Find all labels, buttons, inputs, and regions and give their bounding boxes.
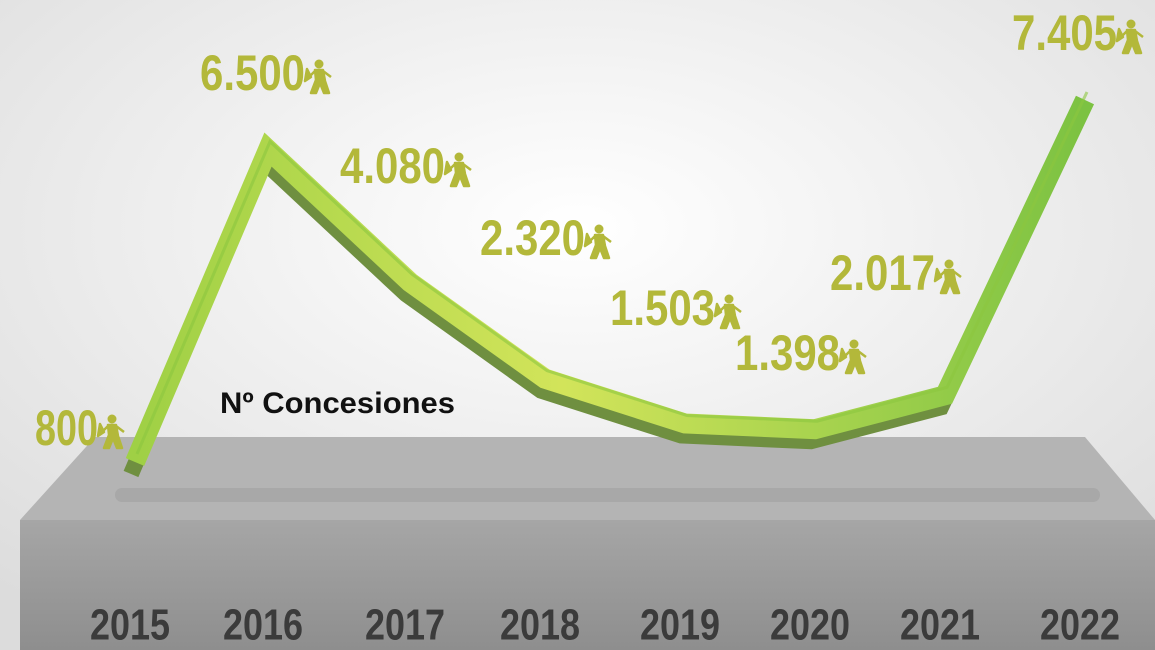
hiker-head bbox=[1126, 19, 1136, 29]
x-tick-label: 2021 bbox=[900, 601, 980, 650]
hiker-body bbox=[933, 267, 962, 295]
data-label: 2.320 bbox=[480, 210, 585, 266]
data-label: 6.500 bbox=[200, 45, 305, 101]
hiker-icon bbox=[838, 339, 867, 375]
x-tick-label: 2022 bbox=[1040, 601, 1120, 650]
hiker-head bbox=[314, 59, 324, 69]
hiker-body bbox=[443, 160, 472, 188]
platform-top bbox=[20, 437, 1155, 520]
hiker-body bbox=[96, 422, 125, 450]
hiker-body bbox=[583, 232, 612, 260]
legend-label: Nº Concesiones bbox=[220, 387, 455, 420]
data-label: 4.080 bbox=[340, 138, 445, 194]
data-label: 1.398 bbox=[735, 325, 840, 381]
hiker-icon bbox=[1115, 19, 1144, 55]
hiker-head bbox=[594, 224, 604, 234]
hiker-icon bbox=[583, 224, 612, 260]
hiker-icon bbox=[713, 294, 742, 330]
hiker-head bbox=[849, 339, 859, 349]
x-tick-label: 2015 bbox=[90, 601, 170, 650]
x-tick-label: 2016 bbox=[223, 601, 303, 650]
hiker-head bbox=[107, 414, 117, 424]
hiker-head bbox=[724, 294, 734, 304]
x-tick-label: 2018 bbox=[500, 601, 580, 650]
hiker-body bbox=[303, 67, 332, 95]
hiker-head bbox=[944, 259, 954, 269]
data-label: 2.017 bbox=[830, 245, 935, 301]
x-tick-label: 2019 bbox=[640, 601, 720, 650]
hiker-icon bbox=[933, 259, 962, 295]
hiker-icon bbox=[96, 414, 125, 450]
hiker-body bbox=[713, 302, 742, 330]
hiker-icon bbox=[303, 59, 332, 95]
data-label: 800 bbox=[35, 400, 98, 456]
platform-front bbox=[20, 520, 1155, 650]
platform-shadow bbox=[115, 488, 1100, 502]
x-tick-label: 2017 bbox=[365, 601, 445, 650]
hiker-icon bbox=[443, 152, 472, 188]
line-side bbox=[123, 108, 1089, 478]
line-edge bbox=[135, 91, 1089, 455]
data-label: 7.405 bbox=[1012, 5, 1117, 61]
line bbox=[125, 95, 1095, 466]
hiker-body bbox=[838, 347, 867, 375]
hiker-head bbox=[454, 152, 464, 162]
data-label: 1.503 bbox=[610, 280, 715, 336]
x-tick-label: 2020 bbox=[770, 601, 850, 650]
hiker-body bbox=[1115, 27, 1144, 55]
